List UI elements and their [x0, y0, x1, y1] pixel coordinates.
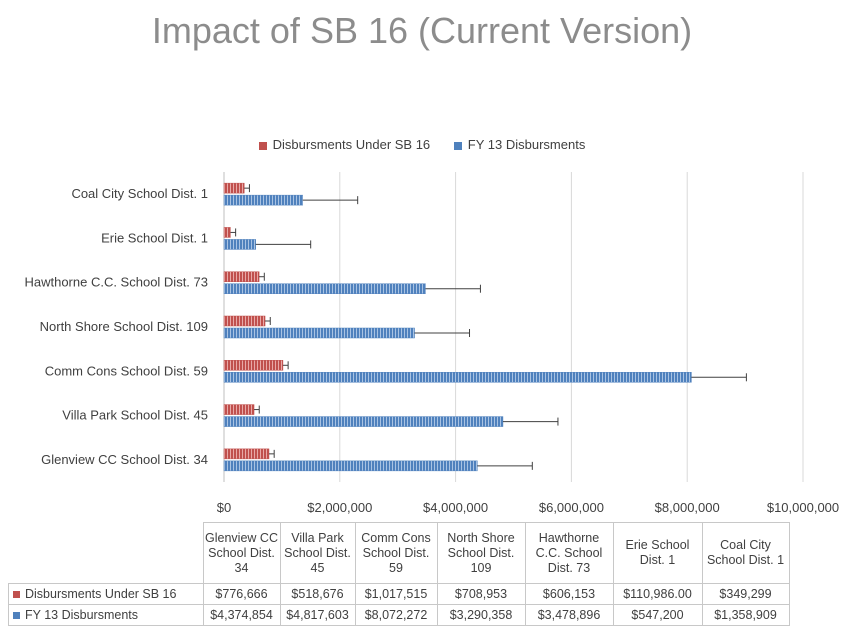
table-cell: $1,017,515	[354, 583, 438, 605]
table-row: Disbursments Under SB 16 $776,666 $518,676…	[8, 583, 790, 605]
bar-fy13-3	[223, 327, 415, 339]
legend-swatch-sb16	[258, 141, 267, 150]
table-cell: $8,072,272	[354, 604, 438, 626]
bar-sb16-0	[223, 448, 270, 460]
table-header-cell: Glenview CC School Dist. 34	[202, 522, 281, 584]
table-row-label: Disbursments Under SB 16	[8, 583, 204, 605]
legend: Disbursments Under SB 16 FY 13 Disbursme…	[0, 137, 844, 152]
table-cell: $518,676	[279, 583, 356, 605]
table-row-name: FY 13 Disbursments	[25, 608, 139, 622]
legend-item-fy13: FY 13 Disbursments	[453, 137, 586, 152]
category-labels: Glenview CC School Dist. 34 Villa Park Sc…	[24, 186, 208, 467]
bar-sb16-5	[223, 227, 231, 238]
x-tick-label: $2,000,000	[307, 500, 372, 515]
legend-label-fy13: FY 13 Disbursments	[467, 137, 586, 152]
table-cell: $606,153	[524, 583, 614, 605]
category-label: Comm Cons School Dist. 59	[45, 363, 208, 378]
table-header-cell: Villa Park School Dist. 45	[279, 522, 356, 584]
category-label: Villa Park School Dist. 45	[62, 408, 208, 423]
bars	[223, 182, 747, 472]
table-header-line: Comm Cons	[361, 530, 431, 545]
table-cell: $776,666	[202, 583, 281, 605]
table-header-cell: Coal City School Dist. 1	[701, 522, 790, 584]
table-cell: $4,374,854	[202, 604, 281, 626]
bar-fy13-2	[223, 372, 692, 383]
category-label: Hawthorne C.C. School Dist. 73	[24, 275, 208, 290]
table-cell: $547,200	[612, 604, 703, 626]
table-corner	[8, 522, 204, 584]
table-row: FY 13 Disbursments $4,374,854 $4,817,603 $8…	[8, 604, 790, 626]
legend-item-sb16: Disbursments Under SB 16	[258, 137, 431, 152]
category-label: Glenview CC School Dist. 34	[41, 452, 208, 467]
table-header-line: C.C. School	[535, 545, 603, 560]
bar-fy13-4	[223, 283, 426, 294]
table-cell: $110,986.00	[612, 583, 703, 605]
table-row-swatch	[13, 612, 20, 620]
table-header-cell: Hawthorne C.C. School Dist. 73	[524, 522, 614, 584]
legend-label-sb16: Disbursments Under SB 16	[272, 137, 431, 152]
x-tick-label: $0	[217, 500, 231, 515]
table-header-cell: North Shore School Dist. 109	[436, 522, 526, 584]
bar-fy13-5	[223, 239, 256, 250]
table-header-line: 45	[310, 560, 325, 575]
x-tick-labels: $0 $2,000,000 $4,000,000 $6,000,000 $8,000,0…	[217, 500, 839, 515]
x-tick-label: $10,000,000	[767, 500, 839, 515]
table-row-name: Disbursments Under SB 16	[25, 587, 177, 601]
chart-title: Impact of SB 16 (Current Version)	[151, 10, 693, 51]
table-cell: $3,290,358	[436, 604, 526, 626]
x-tick-label: $4,000,000	[423, 500, 488, 515]
table-header-line: Dist. 1	[639, 553, 676, 567]
bar-sb16-6	[223, 182, 245, 194]
gridlines	[223, 172, 804, 482]
bar-sb16-2	[223, 360, 284, 371]
table-header-line: 34	[234, 560, 249, 575]
table-header-line: School Dist.	[447, 545, 515, 560]
legend-swatch-fy13	[453, 141, 462, 150]
category-label: Erie School Dist. 1	[101, 230, 208, 245]
table-cell: $4,817,603	[279, 604, 356, 626]
table-header-line: 59	[389, 560, 403, 575]
table-cell: $708,953	[436, 583, 526, 605]
table-row-swatch	[13, 591, 20, 599]
table-header-line: North Shore	[447, 530, 515, 545]
table-header-line: Glenview CC	[205, 530, 278, 545]
table-header-line: 109	[470, 560, 492, 575]
bar-sb16-3	[223, 315, 266, 327]
bar-sb16-1	[223, 404, 255, 415]
table-row-label: FY 13 Disbursments	[8, 604, 204, 626]
category-label: North Shore School Dist. 109	[40, 319, 208, 334]
category-label: Coal City School Dist. 1	[71, 186, 208, 201]
table-header-line: Villa Park	[291, 530, 344, 545]
table-header-line: School Dist. 1	[706, 553, 785, 567]
table-header-line: Dist. 73	[547, 560, 591, 575]
table-header-cell: Erie School Dist. 1	[612, 522, 703, 584]
table-header-line: School Dist.	[362, 545, 430, 560]
table-header-cell: Comm Cons School Dist. 59	[354, 522, 438, 584]
table-cell: $349,299	[701, 583, 790, 605]
table-cell: $3,478,896	[524, 604, 614, 626]
bar-chart: Glenview CC School Dist. 34 Villa Park Sc…	[24, 172, 839, 515]
bar-fy13-6	[223, 194, 303, 206]
bar-fy13-0	[223, 460, 478, 472]
table-header-line: Hawthorne	[538, 530, 600, 545]
bar-sb16-4	[223, 271, 260, 282]
data-table: Glenview CC School Dist. 34 Villa Park Schoo…	[8, 522, 790, 626]
table-cell: $1,358,909	[701, 604, 790, 626]
bar-fy13-1	[223, 416, 504, 427]
table-header-line: School Dist.	[284, 545, 351, 560]
x-tick-label: $8,000,000	[655, 500, 720, 515]
table-header-line: Erie School	[625, 538, 690, 552]
table-header-line: Coal City	[720, 538, 771, 552]
x-tick-label: $6,000,000	[539, 500, 604, 515]
table-header-line: School Dist.	[208, 545, 275, 560]
